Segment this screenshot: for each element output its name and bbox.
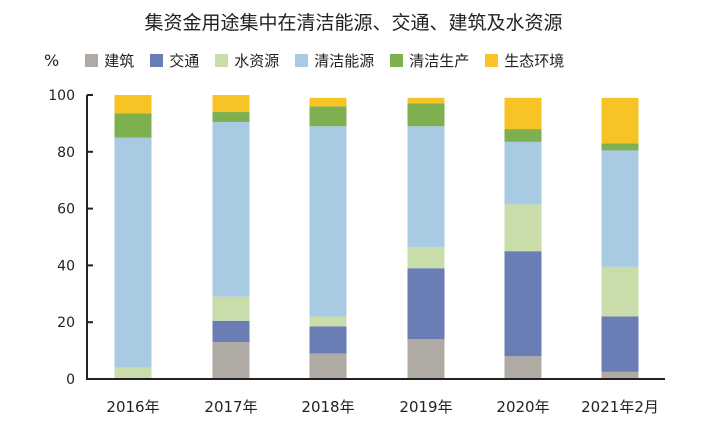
legend-item: 清洁能源 <box>295 50 374 71</box>
y-tick-label: 80 <box>57 145 75 161</box>
bar-segment <box>407 97 445 104</box>
y-tick-label: 20 <box>57 315 75 331</box>
legend-label: 交通 <box>169 52 200 70</box>
bar-segment <box>407 103 445 127</box>
bar-segment <box>309 316 347 327</box>
x-tick-label: 2016年 <box>106 398 159 416</box>
bar-segment <box>212 296 250 321</box>
bar-segment <box>309 353 347 379</box>
bar-segment <box>212 320 250 343</box>
bar-segment <box>309 97 347 107</box>
legend-item: 建筑 <box>85 50 134 71</box>
bar-segment <box>601 97 639 144</box>
bar-segment <box>504 356 542 379</box>
x-tick-label: 2021年2月 <box>581 398 659 416</box>
bar-segment <box>407 268 445 340</box>
legend-label: 清洁能源 <box>314 52 375 70</box>
y-tick-label: 60 <box>57 202 75 218</box>
legend-item: 水资源 <box>215 50 279 71</box>
bar-segment <box>601 266 639 317</box>
bar-segment <box>407 246 445 269</box>
x-tick-label: 2018年 <box>301 398 354 416</box>
legend-swatch <box>215 54 229 67</box>
bar-segment <box>601 371 639 379</box>
y-axis-unit: % <box>44 51 60 70</box>
bar-segment <box>212 342 250 379</box>
bar-segment <box>114 367 152 379</box>
x-tick-label: 2017年 <box>204 398 257 416</box>
bar-segment <box>309 126 347 317</box>
bar-segment <box>212 112 250 122</box>
bar-segment <box>309 326 347 354</box>
legend-label: 清洁生产 <box>409 52 470 70</box>
bar-segment <box>504 204 542 252</box>
bar-segment <box>114 113 152 138</box>
bar-segment <box>504 251 542 357</box>
y-tick-label: 100 <box>48 88 75 104</box>
legend-swatch <box>485 54 499 67</box>
legend-label: 生态环境 <box>504 52 565 70</box>
bar-segment <box>114 95 152 114</box>
bar-segment <box>504 97 542 130</box>
bar-segment <box>212 121 250 297</box>
legend-swatch <box>390 54 404 67</box>
legend-label: 建筑 <box>104 52 135 70</box>
bar-segment <box>601 150 639 267</box>
bar-segment <box>601 316 639 372</box>
x-tick-label: 2020年 <box>496 398 549 416</box>
bar-segment <box>504 141 542 205</box>
bar-segment <box>114 137 152 368</box>
bar-segment <box>309 106 347 127</box>
legend-item: 清洁生产 <box>390 50 469 71</box>
legend-swatch <box>85 54 99 67</box>
y-tick-label: 0 <box>66 372 75 388</box>
legend-swatch <box>150 54 164 67</box>
legend-item: 生态环境 <box>485 50 564 71</box>
legend-label: 水资源 <box>234 52 280 70</box>
x-tick-label: 2019年 <box>399 398 452 416</box>
legend-swatch <box>295 54 309 67</box>
legend: % 建筑 交通 水资源 清洁能源 清洁生产 生态环境 <box>44 50 580 71</box>
bar-segment <box>407 339 445 379</box>
bar-segment <box>212 95 250 113</box>
bar-segment <box>407 126 445 247</box>
bar-segment <box>504 129 542 142</box>
legend-item: 交通 <box>150 50 199 71</box>
y-tick-label: 40 <box>57 258 75 274</box>
chart-title: 集资金用途集中在清洁能源、交通、建筑及水资源 <box>144 12 563 34</box>
bar-segment <box>601 143 639 151</box>
